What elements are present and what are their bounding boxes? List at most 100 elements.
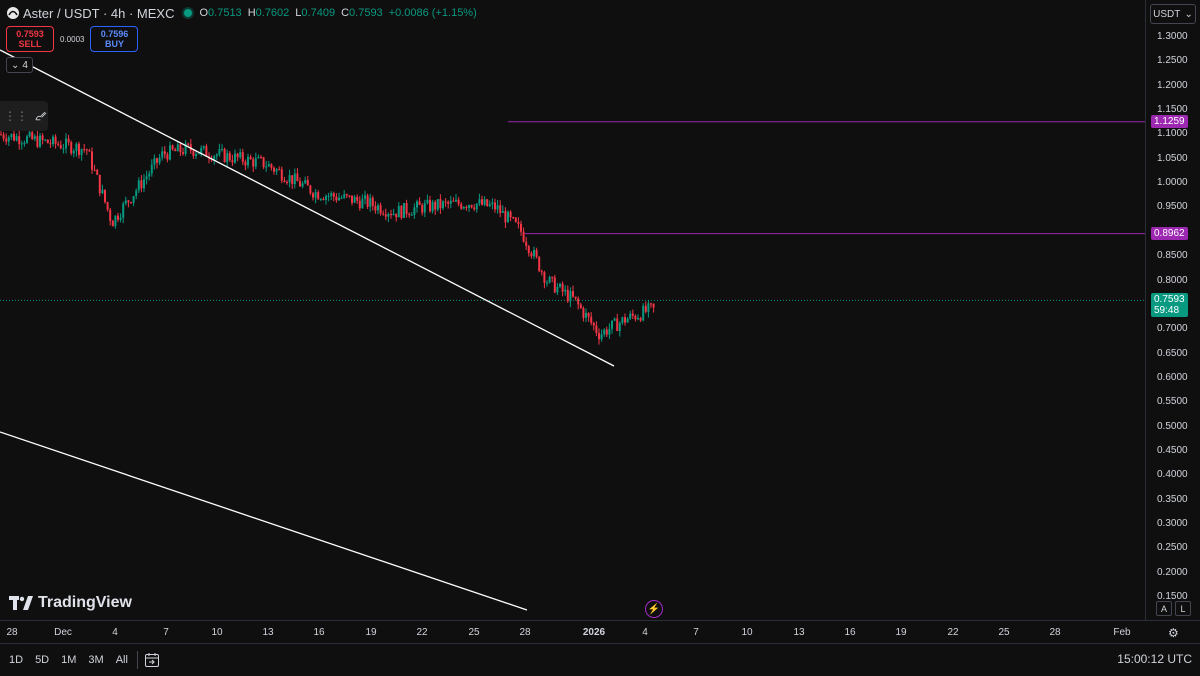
candle-body bbox=[421, 205, 424, 213]
chevron-down-icon: ⌄ bbox=[11, 59, 20, 71]
candle-body bbox=[28, 132, 31, 137]
candle-body bbox=[543, 272, 546, 283]
candle-body bbox=[540, 271, 543, 273]
candle-body bbox=[241, 152, 244, 162]
utc-clock[interactable]: 15:00:12 UTC bbox=[1117, 652, 1192, 666]
brush-icon[interactable] bbox=[34, 106, 48, 126]
candle-body bbox=[408, 213, 411, 215]
price-tick-label: 1.2500 bbox=[1157, 55, 1188, 67]
time-axis[interactable]: 28 Dec 4 7 10 13 16 19 22 25 28 2026 4 7 10 13 16 19 22 25 2… bbox=[0, 620, 1200, 643]
candle-body bbox=[244, 161, 247, 166]
candle-body bbox=[637, 318, 639, 320]
sell-button[interactable]: 0.7593 SELL bbox=[6, 26, 54, 52]
candle-body bbox=[13, 133, 15, 141]
candles bbox=[0, 129, 655, 345]
drawing-toolbar[interactable]: ⋮⋮ bbox=[0, 101, 48, 131]
candle-body bbox=[478, 199, 481, 204]
trend-line-lower[interactable] bbox=[0, 431, 528, 611]
indicators-toggle[interactable]: ⌄ 4 bbox=[6, 57, 33, 73]
drag-handle-icon[interactable]: ⋮⋮ bbox=[4, 109, 28, 123]
time-tick-label: 13 bbox=[793, 627, 805, 638]
candle-body bbox=[470, 205, 473, 208]
candle-body bbox=[252, 159, 255, 167]
candle-body bbox=[582, 308, 585, 318]
candle-body bbox=[223, 148, 226, 162]
candle-body bbox=[96, 169, 99, 175]
candle-body bbox=[556, 286, 559, 293]
candle-body bbox=[273, 167, 275, 172]
range-all[interactable]: All bbox=[115, 654, 128, 666]
candle-body bbox=[514, 217, 517, 222]
price-tick-label: 0.8000 bbox=[1157, 274, 1188, 286]
candle-body bbox=[426, 199, 429, 204]
candle-body bbox=[52, 136, 54, 145]
time-tick-label: 25 bbox=[468, 627, 480, 638]
gear-icon[interactable]: ⚙ bbox=[1168, 626, 1179, 640]
candle-body bbox=[605, 329, 608, 335]
price-tick-label: 0.6000 bbox=[1157, 371, 1188, 383]
candle-body bbox=[455, 199, 457, 202]
candle-body bbox=[374, 205, 377, 211]
candle-body bbox=[481, 199, 483, 205]
range-1m[interactable]: 1M bbox=[61, 654, 77, 666]
candle-body bbox=[504, 210, 507, 223]
candle-body bbox=[587, 312, 590, 317]
trend-line-upper[interactable] bbox=[0, 49, 615, 367]
candle-body bbox=[465, 206, 468, 208]
candle-body bbox=[296, 173, 299, 182]
chart-canvas[interactable] bbox=[0, 0, 1145, 620]
candle-body bbox=[176, 144, 179, 152]
candle-body bbox=[429, 199, 431, 212]
time-tick-label: 7 bbox=[163, 627, 169, 638]
candle-body bbox=[377, 205, 379, 211]
level-price: 1.1259 bbox=[1154, 115, 1185, 127]
candle-body bbox=[507, 211, 509, 223]
candle-body bbox=[579, 304, 582, 309]
range-5d[interactable]: 5D bbox=[35, 654, 50, 666]
candle-body bbox=[416, 201, 418, 208]
range-3m[interactable]: 3M bbox=[88, 654, 104, 666]
candle-body bbox=[44, 139, 47, 141]
candle-body bbox=[98, 174, 101, 194]
auto-scale-button[interactable]: A bbox=[1156, 601, 1172, 616]
candle-body bbox=[546, 282, 548, 284]
candle-body bbox=[371, 197, 374, 206]
price-tick-label: 1.0500 bbox=[1157, 152, 1188, 164]
candle-body bbox=[117, 215, 119, 220]
candle-body bbox=[439, 199, 442, 209]
candle-body bbox=[569, 291, 572, 302]
candle-body bbox=[36, 136, 39, 147]
candle-body bbox=[104, 189, 106, 203]
symbol-title[interactable]: Aster / USDT · 4h · MEXC bbox=[23, 5, 175, 21]
price-tick-label: 0.4000 bbox=[1157, 469, 1188, 481]
candle-body bbox=[158, 157, 161, 163]
candle-body bbox=[265, 166, 268, 168]
candle-body bbox=[574, 296, 577, 299]
candle-body bbox=[631, 313, 634, 316]
candle-body bbox=[327, 195, 330, 197]
candle-body bbox=[57, 143, 60, 145]
lightning-icon[interactable]: ⚡ bbox=[645, 600, 663, 618]
candle-body bbox=[595, 325, 598, 333]
candle-body bbox=[278, 169, 281, 171]
currency-selector[interactable]: USDT ⌄ bbox=[1150, 4, 1196, 24]
candle-body bbox=[423, 203, 426, 213]
time-tick-label: 16 bbox=[313, 627, 325, 638]
candle-body bbox=[397, 206, 400, 218]
candle-body bbox=[132, 196, 135, 203]
candle-body bbox=[496, 205, 499, 210]
candle-body bbox=[449, 200, 452, 204]
candle-body bbox=[148, 173, 151, 177]
candle-body bbox=[364, 195, 366, 199]
calendar-goto-icon[interactable] bbox=[144, 652, 160, 668]
chevron-down-icon: ⌄ bbox=[1184, 8, 1193, 20]
candle-body bbox=[319, 198, 322, 200]
chart-svg[interactable] bbox=[0, 0, 1145, 620]
range-1d[interactable]: 1D bbox=[9, 654, 24, 666]
buy-button[interactable]: 0.7596 BUY bbox=[90, 26, 139, 52]
level-price: 0.8962 bbox=[1154, 227, 1185, 239]
candle-body bbox=[119, 217, 122, 220]
log-scale-button[interactable]: L bbox=[1175, 601, 1191, 616]
candle-body bbox=[46, 139, 49, 144]
candle-body bbox=[254, 158, 257, 167]
